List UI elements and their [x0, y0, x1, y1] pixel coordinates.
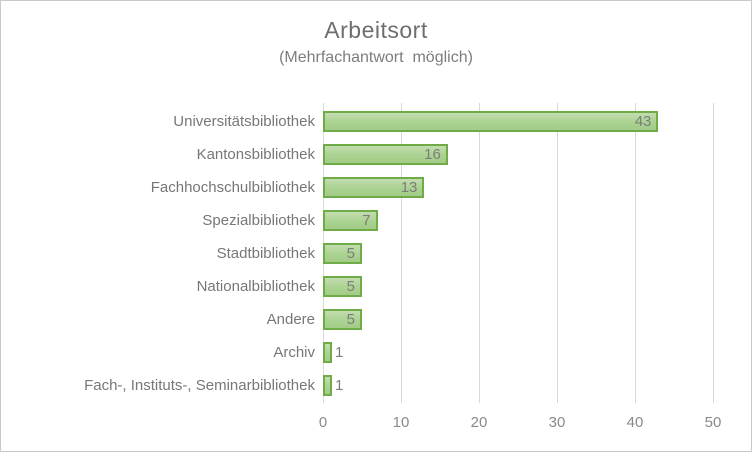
- bar-track: 5: [323, 237, 713, 270]
- x-axis-tick-label: 40: [626, 414, 644, 431]
- x-axis: 0 10 20 30 40 50: [319, 410, 722, 436]
- category-label: Nationalbibliothek: [196, 278, 315, 295]
- bar-track: 5: [323, 270, 713, 303]
- bar: [323, 375, 332, 396]
- bar-row: Stadtbibliothek 5: [1, 237, 751, 270]
- x-axis-tick-label: 10: [392, 414, 410, 431]
- bar-track: 1: [323, 336, 713, 369]
- bar: 5: [323, 276, 362, 297]
- x-axis-tick-label: 50: [704, 414, 722, 431]
- bar: 43: [323, 111, 659, 132]
- category-label: Fach-, Instituts-, Seminarbibliothek: [84, 377, 315, 394]
- category-label: Andere: [266, 311, 315, 328]
- bar-row: Universitätsbibliothek 43: [1, 105, 751, 138]
- bar-track: 43: [323, 105, 713, 138]
- value-label: 5: [346, 278, 355, 295]
- category-label: Kantonsbibliothek: [196, 146, 315, 163]
- bar-row: Kantonsbibliothek 16: [1, 138, 751, 171]
- bar-row: Andere 5: [1, 303, 751, 336]
- x-axis-tick-label: 0: [318, 414, 328, 431]
- chart-title: Arbeitsort: [324, 17, 428, 43]
- bar-row: Spezialbibliothek 7: [1, 204, 751, 237]
- chart-header: Arbeitsort (Mehrfachantwort möglich): [1, 15, 751, 69]
- bar-track: 1: [323, 369, 713, 402]
- category-label: Universitätsbibliothek: [173, 113, 315, 130]
- x-axis-tick-label: 20: [470, 414, 488, 431]
- bar-row: Archiv 1: [1, 336, 751, 369]
- value-label: 5: [346, 311, 355, 328]
- plot-area: Universitätsbibliothek 43 Kantonsbibliothe…: [1, 103, 751, 436]
- category-label: Archiv: [273, 344, 315, 361]
- bar-row: Fachhochschulbibliothek 13: [1, 171, 751, 204]
- chart-subtitle: (Mehrfachantwort möglich): [279, 49, 473, 66]
- bar-track: 16: [323, 138, 713, 171]
- bar: [323, 342, 332, 363]
- value-label: 13: [400, 179, 418, 196]
- gridline-x-30: [557, 103, 558, 403]
- bar-track: 13: [323, 171, 713, 204]
- bar-row: Nationalbibliothek 5: [1, 270, 751, 303]
- bar-row: Fach-, Instituts-, Seminarbibliothek 1: [1, 369, 751, 402]
- value-label: 1: [335, 344, 344, 361]
- bar: 5: [323, 309, 362, 330]
- value-label: 7: [362, 212, 371, 229]
- value-label: 43: [634, 113, 652, 130]
- category-label: Fachhochschulbibliothek: [150, 179, 315, 196]
- bar: 13: [323, 177, 425, 198]
- gridline-x-40: [635, 103, 636, 403]
- x-axis-tick-label: 30: [548, 414, 566, 431]
- value-label: 1: [335, 377, 344, 394]
- bar: 5: [323, 243, 362, 264]
- value-label: 5: [346, 245, 355, 262]
- gridline-x-20: [479, 103, 480, 403]
- category-label: Stadtbibliothek: [216, 245, 315, 262]
- bar-track: 5: [323, 303, 713, 336]
- category-label: Spezialbibliothek: [202, 212, 315, 229]
- bar-rows: Universitätsbibliothek 43 Kantonsbibliothe…: [1, 105, 751, 402]
- value-label: 16: [424, 146, 441, 163]
- gridline-x-10: [401, 103, 402, 403]
- bar-track: 7: [323, 204, 713, 237]
- bar: 16: [323, 144, 448, 165]
- gridline-x-50: [713, 103, 714, 403]
- bar: 7: [323, 210, 378, 231]
